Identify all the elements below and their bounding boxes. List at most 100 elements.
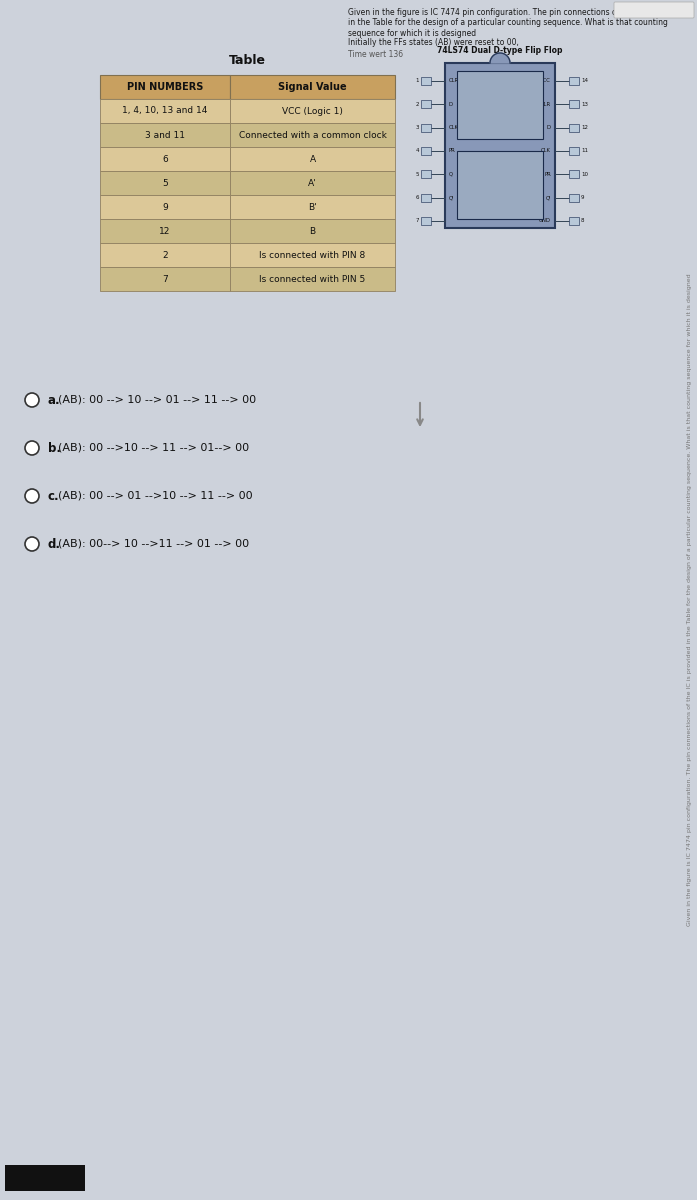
Bar [569, 170, 579, 179]
Bar [230, 122, 395, 146]
Text: B: B [309, 227, 316, 235]
Text: 7: 7 [415, 218, 419, 223]
Bar [5, 1165, 85, 1190]
Text: Given in the figure is IC 7474 pin configuration. The pin connections of the IC : Given in the figure is IC 7474 pin confi… [348, 8, 689, 37]
Bar [445, 62, 555, 228]
Text: Q': Q' [546, 196, 551, 200]
Text: 74LS74 Dual D-type Flip Flop: 74LS74 Dual D-type Flip Flop [437, 46, 562, 55]
Text: CLR: CLR [449, 78, 459, 84]
Bar [569, 77, 579, 85]
Bar [100, 98, 230, 122]
Bar [100, 74, 230, 98]
Bar [230, 170, 395, 194]
Text: 4: 4 [415, 149, 419, 154]
Text: 13: 13 [581, 102, 588, 107]
Text: CLK: CLK [449, 125, 459, 130]
Bar [230, 98, 395, 122]
Text: 11: 11 [581, 149, 588, 154]
Bar [569, 101, 579, 108]
Text: CLR: CLR [541, 102, 551, 107]
Text: c.: c. [48, 490, 60, 503]
Text: 12: 12 [160, 227, 171, 235]
Bar [230, 146, 395, 170]
Text: 14: 14 [581, 78, 588, 84]
Text: 8: 8 [581, 218, 585, 223]
Text: Initially the FFs states (AB) were reset to 00,: Initially the FFs states (AB) were reset… [348, 38, 519, 47]
Text: 6: 6 [162, 155, 168, 163]
Circle shape [25, 440, 39, 455]
Text: VCC (Logic 1): VCC (Logic 1) [282, 107, 343, 115]
Circle shape [25, 490, 39, 503]
Text: Signal Value: Signal Value [278, 82, 347, 92]
Bar [457, 151, 543, 218]
Text: Is connected with PIN 5: Is connected with PIN 5 [259, 275, 366, 283]
Text: a.: a. [48, 394, 61, 407]
Text: b.: b. [48, 442, 61, 455]
Bar [569, 146, 579, 155]
Bar [100, 170, 230, 194]
Bar [230, 266, 395, 290]
Text: Time wert 13:68: Time wert 13:68 [629, 7, 680, 12]
Bar [230, 74, 395, 98]
Bar [100, 194, 230, 218]
Text: A: A [309, 155, 316, 163]
Text: D-type Flip-flop Two: D-type Flip-flop Two [473, 74, 527, 80]
Bar [421, 146, 431, 155]
Bar [230, 218, 395, 242]
Text: CLK: CLK [541, 149, 551, 154]
Text: (AB): 00--> 10 -->11 --> 01 --> 00: (AB): 00--> 10 -->11 --> 01 --> 00 [58, 539, 249, 550]
Circle shape [25, 538, 39, 551]
Circle shape [25, 392, 39, 407]
Text: 3 and 11: 3 and 11 [145, 131, 185, 139]
Text: PR: PR [449, 149, 456, 154]
Bar [100, 146, 230, 170]
Text: Q': Q' [449, 196, 454, 200]
Text: 7: 7 [162, 275, 168, 283]
Bar [421, 77, 431, 85]
Text: 5: 5 [415, 172, 419, 176]
Text: (AB): 00 -->10 --> 11 --> 01--> 00: (AB): 00 -->10 --> 11 --> 01--> 00 [58, 443, 249, 452]
Text: NEXT PAGE: NEXT PAGE [10, 1174, 80, 1183]
Text: Connected with a common clock: Connected with a common clock [238, 131, 386, 139]
Bar [569, 193, 579, 202]
Text: Table: Table [229, 54, 266, 67]
Bar [569, 124, 579, 132]
Text: PIN NUMBERS: PIN NUMBERS [127, 82, 204, 92]
Text: 1, 4, 10, 13 and 14: 1, 4, 10, 13 and 14 [122, 107, 208, 115]
Text: 12: 12 [581, 125, 588, 130]
Bar [100, 122, 230, 146]
Bar [100, 266, 230, 290]
Text: Given in the figure is IC 7474 pin configuration. The pin connections of the IC : Given in the figure is IC 7474 pin confi… [687, 274, 692, 926]
Bar [421, 217, 431, 226]
Polygon shape [490, 53, 510, 62]
Text: Time wert 136: Time wert 136 [348, 50, 403, 59]
Text: (AB): 00 --> 10 --> 01 --> 11 --> 00: (AB): 00 --> 10 --> 01 --> 11 --> 00 [58, 395, 256, 404]
Text: VCC: VCC [540, 78, 551, 84]
Text: A': A' [308, 179, 317, 187]
FancyBboxPatch shape [614, 2, 694, 18]
Text: 10: 10 [581, 172, 588, 176]
Text: 6: 6 [415, 196, 419, 200]
Text: GND: GND [539, 218, 551, 223]
Bar [421, 124, 431, 132]
Text: 5: 5 [162, 179, 168, 187]
Bar [230, 242, 395, 266]
Text: 2: 2 [162, 251, 168, 259]
Text: 3: 3 [415, 125, 419, 130]
Bar [100, 218, 230, 242]
Text: Q: Q [449, 172, 453, 176]
Text: 2: 2 [415, 102, 419, 107]
Text: B': B' [308, 203, 317, 211]
Bar [421, 170, 431, 179]
Text: 1: 1 [415, 78, 419, 84]
Bar [100, 242, 230, 266]
Text: PR: PR [544, 172, 551, 176]
Bar [421, 193, 431, 202]
Text: (AB): 00 --> 01 -->10 --> 11 --> 00: (AB): 00 --> 01 -->10 --> 11 --> 00 [58, 491, 252, 502]
Bar [569, 217, 579, 226]
Text: 9: 9 [162, 203, 168, 211]
Text: d.: d. [48, 538, 61, 551]
Text: Is connected with PIN 8: Is connected with PIN 8 [259, 251, 366, 259]
Text: 9: 9 [581, 196, 585, 200]
Bar [421, 101, 431, 108]
